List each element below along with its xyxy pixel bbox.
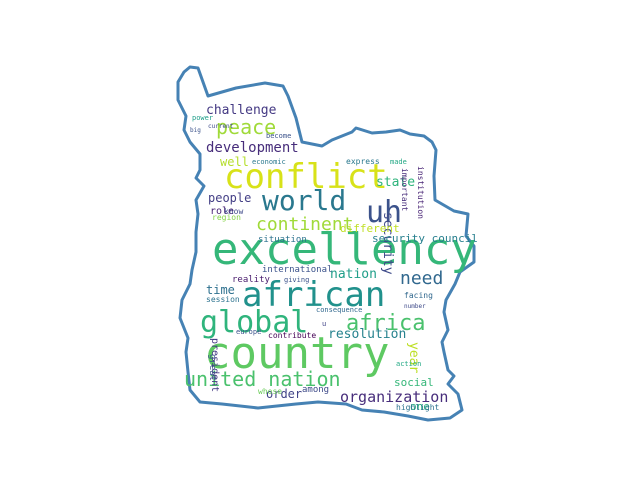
word: resolution bbox=[328, 327, 406, 342]
word: african bbox=[242, 275, 385, 315]
word: africa bbox=[346, 311, 425, 336]
word: excellency bbox=[212, 224, 477, 275]
word: facing bbox=[404, 291, 433, 300]
word: need bbox=[400, 268, 443, 289]
word: different bbox=[340, 222, 400, 235]
word: organization bbox=[340, 388, 448, 406]
map-outline-shape bbox=[176, 65, 476, 422]
word: security bbox=[380, 212, 395, 275]
word: reality bbox=[232, 275, 271, 285]
word: contribute bbox=[268, 331, 316, 340]
word: security council bbox=[372, 232, 478, 245]
word: international bbox=[262, 265, 332, 275]
word: united nation bbox=[184, 367, 341, 391]
word: highlight bbox=[396, 403, 440, 412]
word: role bbox=[210, 206, 234, 217]
word: europe bbox=[236, 328, 261, 336]
word: development bbox=[206, 140, 299, 156]
word: big bbox=[190, 127, 201, 134]
word: situation bbox=[258, 235, 307, 245]
word: giving bbox=[284, 276, 309, 284]
word: become bbox=[266, 132, 291, 140]
word: institution bbox=[416, 166, 425, 219]
word: great bbox=[207, 354, 217, 381]
word: action bbox=[396, 360, 421, 368]
word: power bbox=[192, 114, 213, 122]
word: whose bbox=[258, 387, 282, 396]
word: know bbox=[224, 207, 243, 216]
word: nation bbox=[330, 267, 377, 282]
word: express bbox=[346, 157, 380, 166]
word: consequence bbox=[316, 306, 362, 314]
word: time bbox=[206, 283, 235, 297]
word: one bbox=[410, 400, 430, 413]
word: session bbox=[206, 295, 240, 304]
word: world bbox=[262, 184, 346, 217]
word: u bbox=[322, 320, 326, 328]
word: uh bbox=[366, 195, 402, 230]
word: country bbox=[204, 328, 389, 379]
word: number bbox=[404, 303, 426, 310]
word: global bbox=[200, 305, 308, 340]
word: important bbox=[400, 168, 409, 212]
word: challenge bbox=[206, 103, 277, 118]
word: year bbox=[406, 342, 421, 373]
word: current bbox=[208, 123, 234, 130]
word: well bbox=[220, 155, 249, 169]
word: peace bbox=[216, 115, 276, 139]
word: conflict bbox=[224, 157, 388, 197]
word: social bbox=[394, 376, 434, 389]
word: region bbox=[212, 213, 241, 222]
word: continent bbox=[256, 214, 354, 235]
word: state bbox=[376, 175, 415, 190]
word: order bbox=[266, 387, 302, 401]
word: people bbox=[208, 191, 251, 205]
word: among bbox=[302, 385, 329, 395]
word: president bbox=[209, 338, 220, 392]
word: economic bbox=[252, 158, 286, 166]
word: made bbox=[390, 158, 407, 166]
